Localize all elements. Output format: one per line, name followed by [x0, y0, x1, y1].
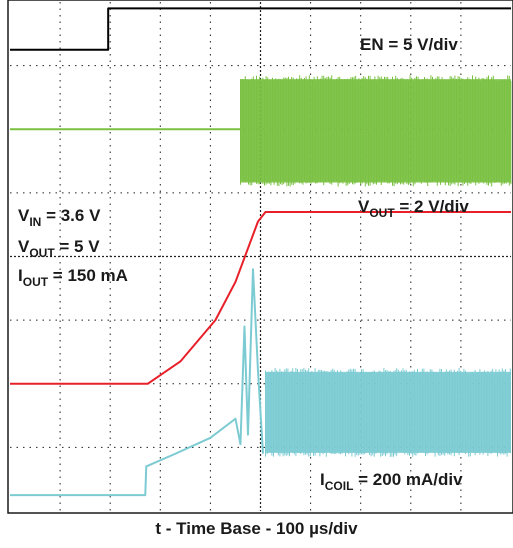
en-trace	[10, 7, 511, 51]
iout-condition-label: IOUT = 150 mA	[18, 266, 128, 289]
icoil-switching-band	[265, 367, 511, 457]
icoil-scale-label: ICOIL = 200 mA/div	[320, 470, 463, 493]
icoil-trace	[10, 268, 265, 497]
plot-frame	[7, 0, 513, 514]
vout-trace	[10, 210, 511, 385]
vout-scale-label: VOUT = 2 V/div	[358, 197, 469, 220]
sw-switching-band	[240, 75, 512, 187]
vout-condition-label: VOUT = 5 V	[18, 237, 100, 260]
x-axis-label: t - Time Base - 100 µs/div	[155, 519, 358, 538]
en-scale-label: EN = 5 V/div	[360, 35, 458, 54]
icoil-band-spikes	[265, 367, 511, 457]
vin-condition-label: VIN = 3.6 V	[18, 206, 101, 229]
sw-band-spikes	[240, 75, 512, 187]
traces	[10, 7, 512, 497]
